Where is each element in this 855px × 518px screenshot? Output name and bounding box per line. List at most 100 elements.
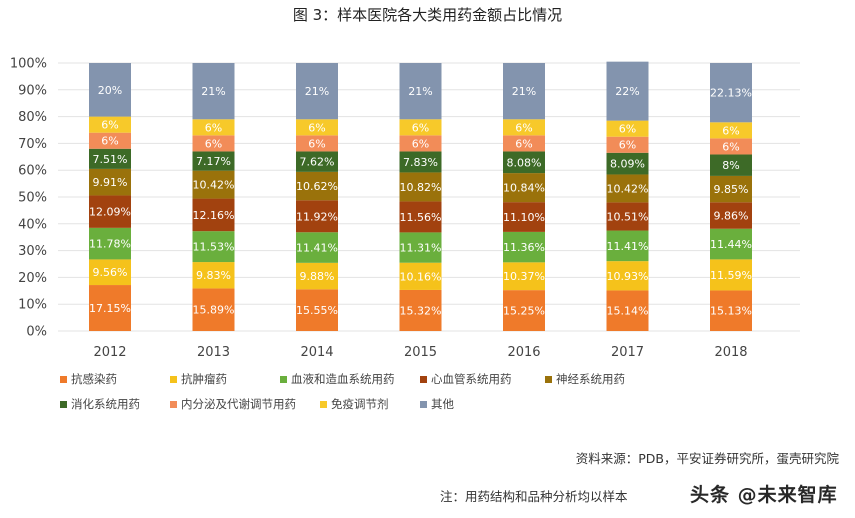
bar-segment [399, 201, 442, 233]
legend-swatch [545, 375, 552, 383]
bar-segment [296, 171, 338, 201]
bar-segment [606, 120, 649, 137]
data-label: 21% [305, 85, 329, 98]
legend-label: 抗肿瘤药 [181, 372, 227, 386]
data-label: 7.83% [403, 156, 438, 169]
bar-segment [296, 262, 338, 290]
bar-segment [503, 173, 545, 203]
data-label: 15.55% [296, 304, 338, 317]
note-text: 注：用药结构和品种分析均以样本 [440, 489, 628, 504]
data-label: 12.16% [193, 209, 235, 222]
data-label: 7.51% [93, 153, 128, 166]
data-label: 6% [722, 124, 739, 137]
legend-swatch [60, 375, 67, 383]
data-label: 21% [512, 85, 536, 98]
bar-segment [89, 116, 131, 133]
legend-item: 抗肿瘤药 [170, 371, 227, 387]
bar-segment [192, 262, 235, 289]
data-label: 10.62% [296, 180, 338, 193]
data-label: 6% [308, 121, 325, 134]
legend-label: 抗感染药 [71, 372, 117, 386]
data-label: 11.41% [296, 242, 338, 255]
data-label: 11.44% [710, 238, 752, 251]
data-label: 6% [308, 137, 325, 150]
bar-segment [710, 228, 752, 260]
data-label: 20% [98, 84, 122, 97]
bar-segment [296, 232, 338, 263]
legend-label: 免疫调节剂 [331, 397, 389, 411]
legend-label: 血液和造血系统用药 [291, 372, 395, 386]
y-tick-label: 30% [18, 244, 47, 259]
bar-segment [606, 174, 649, 203]
data-label: 11.10% [503, 211, 545, 224]
bar-segment [710, 154, 752, 176]
data-label: 21% [408, 85, 432, 98]
bar-segment [503, 151, 545, 174]
bar-segment [503, 290, 545, 331]
bar-segment [606, 290, 649, 331]
data-label: 10.51% [607, 210, 649, 223]
bar-segment [399, 135, 442, 152]
bar-segment [296, 135, 338, 152]
bar-segment [296, 151, 338, 172]
data-label: 11.78% [89, 238, 131, 251]
data-label: 11.53% [193, 241, 235, 254]
bar-segment [399, 172, 442, 202]
data-label: 6% [515, 137, 532, 150]
bar-segment [710, 138, 752, 155]
y-tick-label: 80% [18, 110, 47, 125]
legend-swatch [170, 400, 177, 408]
data-label: 6% [722, 140, 739, 153]
legend-item: 免疫调节剂 [320, 396, 389, 412]
bar-segment [606, 136, 649, 153]
bar-segment [399, 289, 442, 331]
x-tick-label: 2016 [507, 345, 540, 360]
data-label: 15.13% [710, 305, 752, 318]
bar-segment [606, 61, 649, 121]
legend-item: 抗感染药 [60, 371, 117, 387]
bar-segment [192, 198, 235, 232]
data-label: 10.42% [193, 179, 235, 192]
bar-segment [399, 232, 442, 263]
data-label: 9.85% [714, 183, 749, 196]
data-label: 11.59% [710, 269, 752, 282]
bar-segment [606, 230, 649, 262]
legend-swatch [420, 375, 427, 383]
data-label: 11.41% [607, 240, 649, 253]
bar-segment [710, 63, 752, 123]
legend-swatch [60, 400, 67, 408]
bar-segment [296, 200, 338, 233]
data-label: 11.92% [296, 210, 338, 223]
bar-segment [503, 262, 545, 291]
bar-segment [89, 195, 131, 228]
data-label: 10.93% [607, 270, 649, 283]
data-label: 6% [205, 121, 222, 134]
data-label: 15.32% [400, 304, 442, 317]
data-label: 6% [101, 135, 118, 148]
data-label: 15.25% [503, 305, 545, 318]
bar-segment [606, 202, 649, 231]
data-label: 11.36% [503, 241, 545, 254]
watermark: 头条 @未来智库 [690, 484, 838, 506]
bar-segment [399, 262, 442, 290]
bar-segment [710, 175, 752, 203]
y-tick-label: 60% [18, 164, 47, 179]
legend-swatch [420, 400, 427, 408]
bar-segment [503, 135, 545, 152]
legend-label: 其他 [431, 397, 454, 411]
legend-item: 心血管系统用药 [420, 371, 512, 387]
data-label: 8% [722, 159, 739, 172]
legend-swatch [170, 375, 177, 383]
data-label: 21% [201, 85, 225, 98]
y-tick-label: 100% [10, 57, 47, 72]
data-label: 10.16% [400, 270, 442, 283]
bar-segment [89, 132, 131, 149]
data-label: 6% [205, 137, 222, 150]
bar-segment [296, 63, 338, 120]
source-text: 资料来源：PDB，平安证券研究所，蛋壳研究院 [575, 451, 839, 466]
data-label: 7.17% [196, 155, 231, 168]
bar-segment [192, 135, 235, 152]
bar-segment [710, 202, 752, 229]
data-label: 6% [619, 123, 636, 136]
bar-segment [503, 202, 545, 232]
